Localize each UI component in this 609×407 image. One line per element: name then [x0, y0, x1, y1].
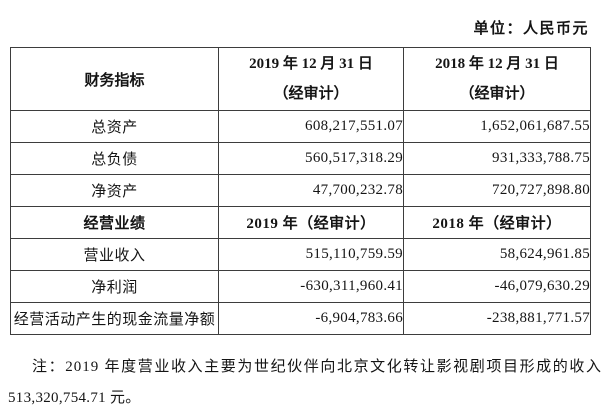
- row-label: 总资产: [10, 110, 219, 143]
- header-2018-audited-line: （经审计）: [459, 86, 535, 102]
- header-2019-date: 2019 年 12 月 31 日 （经审计）: [218, 47, 404, 111]
- unit-label: 单位：人民币元: [473, 21, 589, 37]
- value-2018: 931,333,788.75: [403, 142, 591, 175]
- value-2018: 58,624,961.85: [403, 238, 591, 271]
- table-row-total-liabilities: 总负债 560,517,318.29 931,333,788.75: [10, 142, 591, 175]
- section-header-2019: 2019 年（经审计）: [218, 206, 404, 239]
- table-header-row: 财务指标 2019 年 12 月 31 日 （经审计） 2018 年 12 月 …: [10, 47, 591, 111]
- section-header-2018: 2018 年（经审计）: [403, 206, 591, 239]
- value-2019: 515,110,759.59: [218, 238, 404, 271]
- table-row-total-assets: 总资产 608,217,551.07 1,652,061,687.55: [10, 110, 591, 143]
- header-2018-date: 2018 年 12 月 31 日 （经审计）: [403, 47, 591, 111]
- row-label: 总负债: [10, 142, 219, 175]
- value-2019: 47,700,232.78: [218, 174, 404, 207]
- footnote-line-2: 513,320,754.71 元。: [8, 390, 141, 406]
- header-2018-date-line: 2018 年 12 月 31 日: [435, 56, 559, 72]
- header-2019-audited-line: （经审计）: [273, 86, 349, 102]
- financial-table: 财务指标 2019 年 12 月 31 日 （经审计） 2018 年 12 月 …: [10, 47, 591, 335]
- row-label: 经营活动产生的现金流量净额: [10, 302, 219, 335]
- row-label: 净利润: [10, 270, 219, 303]
- table-row-net-assets: 净资产 47,700,232.78 720,727,898.80: [10, 174, 591, 207]
- value-2019: 560,517,318.29: [218, 142, 404, 175]
- value-2018: -46,079,630.29: [403, 270, 591, 303]
- header-financial-indicators: 财务指标: [10, 47, 219, 111]
- row-label: 净资产: [10, 174, 219, 207]
- row-label: 营业收入: [10, 238, 219, 271]
- value-2018: -238,881,771.57: [403, 302, 591, 335]
- footnote: 注：2019 年度营业收入主要为世纪伙伴向北京文化转让影视剧项目形成的收入 51…: [8, 352, 602, 407]
- table-row-net-profit: 净利润 -630,311,960.41 -46,079,630.29: [10, 270, 591, 303]
- value-2019: -6,904,783.66: [218, 302, 404, 335]
- header-2019-date-line: 2019 年 12 月 31 日: [249, 56, 373, 72]
- footnote-line-1: 注：2019 年度营业收入主要为世纪伙伴向北京文化转让影视剧项目形成的收入: [32, 359, 602, 375]
- value-2018: 1,652,061,687.55: [403, 110, 591, 143]
- table-row-operating-cash-flow: 经营活动产生的现金流量净额 -6,904,783.66 -238,881,771…: [10, 302, 591, 335]
- value-2019: -630,311,960.41: [218, 270, 404, 303]
- table-row-operating-performance-header: 经营业绩 2019 年（经审计） 2018 年（经审计）: [10, 206, 591, 239]
- table-row-operating-revenue: 营业收入 515,110,759.59 58,624,961.85: [10, 238, 591, 271]
- value-2018: 720,727,898.80: [403, 174, 591, 207]
- section-header-label: 经营业绩: [10, 206, 219, 239]
- value-2019: 608,217,551.07: [218, 110, 404, 143]
